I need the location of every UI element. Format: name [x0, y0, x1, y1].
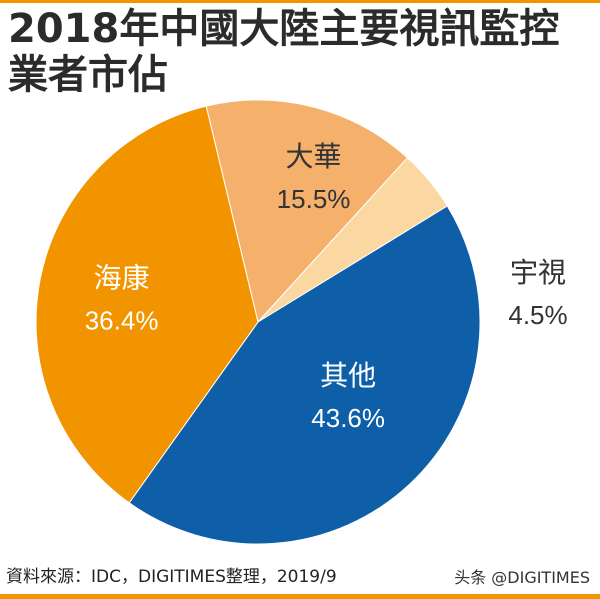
- source-note: 資料來源：IDC，DIGITIMES整理，2019/9: [6, 567, 337, 587]
- chart-title-line1: 2018年中國大陸主要視訊監控: [8, 6, 560, 52]
- watermark: 头条 @DIGITIMES: [454, 568, 590, 587]
- slice-label-0: 大華: [286, 140, 342, 173]
- slice-label-2: 其他: [320, 359, 376, 392]
- slice-value-3: 36.4%: [85, 305, 159, 335]
- slice-value-1: 4.5%: [508, 300, 567, 330]
- pie-slice-0: [205, 99, 409, 324]
- chart-title: 2018年中國大陸主要視訊監控 業者市佔: [8, 6, 592, 98]
- slice-label-3: 海康: [94, 261, 150, 294]
- top-accent-rule: [0, 0, 600, 3]
- chart-title-line2: 業者市佔: [8, 52, 168, 98]
- pie-slice-3: [35, 105, 259, 504]
- slice-value-0: 15.5%: [277, 184, 351, 214]
- slice-value-2: 43.6%: [311, 403, 385, 433]
- pie-slice-2: [128, 205, 481, 545]
- bottom-accent-rule: [0, 594, 600, 599]
- slice-label-1: 宇視: [510, 256, 566, 289]
